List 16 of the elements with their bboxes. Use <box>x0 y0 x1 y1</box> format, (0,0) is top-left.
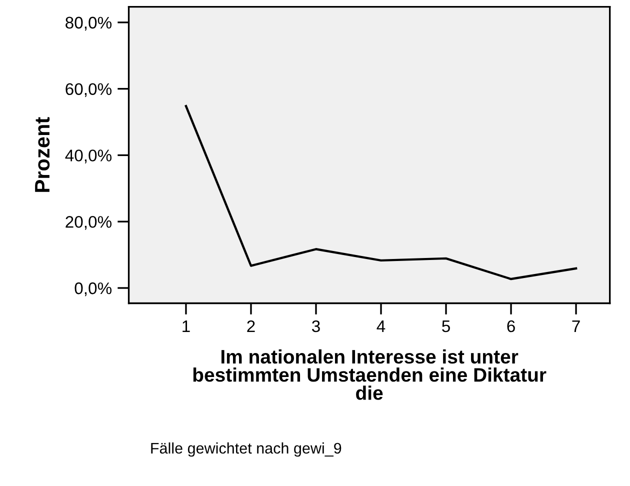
y-tick-label: 40,0% <box>65 150 112 164</box>
line-series <box>184 104 578 280</box>
x-tick-label: 6 <box>507 320 515 332</box>
y-tick-label: 0,0% <box>74 282 112 296</box>
y-tick-label: 80,0% <box>66 16 112 31</box>
x-tick-label: 7 <box>572 320 580 332</box>
y-axis-title: Prozent <box>35 117 50 192</box>
x-axis-title: Im nationalen Interesse ist unter bestimmten Umstaenden eine Diktatur die <box>193 349 546 400</box>
y-tick-label: 60,0% <box>66 83 112 97</box>
x-tick-label: 3 <box>312 320 320 332</box>
x-tick-label: 2 <box>247 320 255 332</box>
x-tick-label: 1 <box>182 320 190 332</box>
text: Fälle gewichtet nach gewi_9 <box>151 442 342 457</box>
x-tick-label: 4 <box>376 320 386 332</box>
x-tick-label: 5 <box>442 320 450 332</box>
y-tick-label: 20,0% <box>66 216 112 230</box>
